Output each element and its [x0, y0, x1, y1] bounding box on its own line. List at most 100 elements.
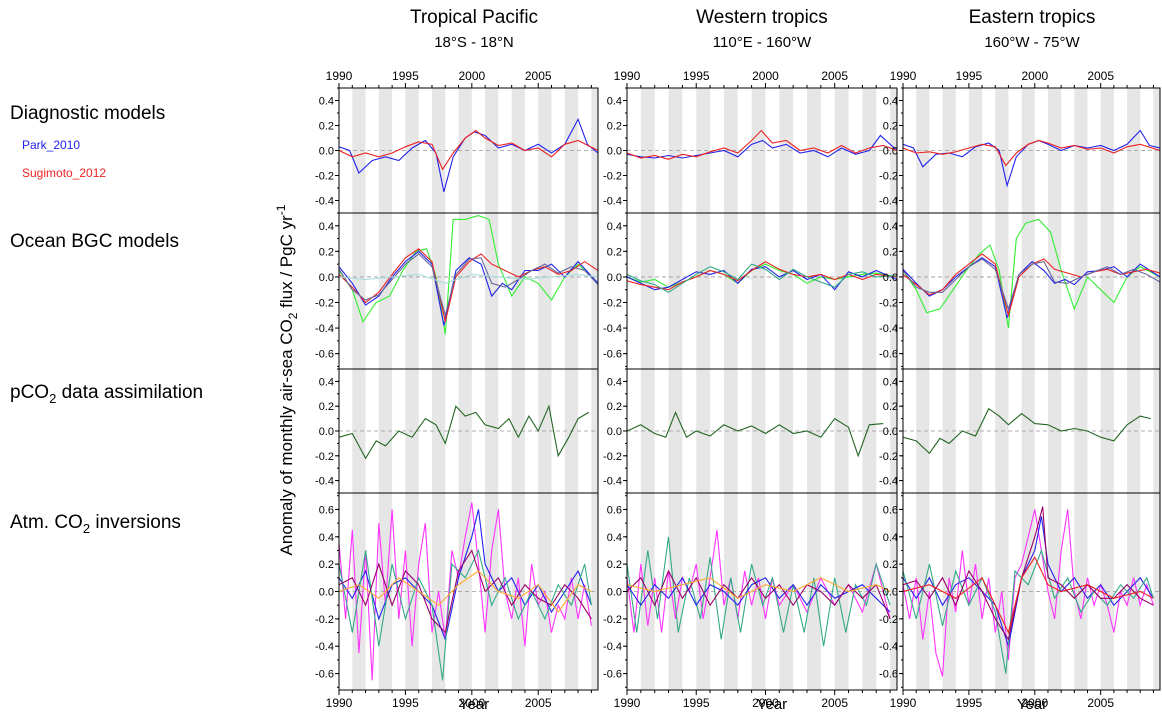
y-tick-label: -0.4 [603, 476, 622, 488]
y-tick-label: 0.4 [607, 96, 622, 108]
y-tick-label: 0.0 [319, 426, 334, 438]
row-label-inversions-main: Atm. CO [10, 512, 83, 533]
year-band [640, 213, 655, 369]
y-axis-label: Anomaly of monthly air-sea CO2 flux / Pg… [274, 204, 300, 555]
y-axis-label-sub: 2 [286, 312, 300, 319]
year-band [807, 369, 821, 493]
series-line-r0-c1-1 [627, 129, 897, 160]
year-band [696, 369, 711, 493]
y-tick-label: 0.4 [319, 376, 334, 388]
legend-park-2010: Park_2010 [22, 138, 81, 152]
y-tick-label: -0.2 [603, 298, 622, 310]
year-band [1127, 369, 1141, 493]
year-band [723, 369, 738, 493]
series-line-r3-c1-1 [627, 536, 891, 647]
year-band [916, 88, 930, 213]
y-tick-label: 0.4 [607, 221, 622, 233]
series-line-r3-c1-2 [627, 576, 891, 613]
row-label-pco2-rest: data assimilation [56, 382, 204, 403]
year-band [751, 213, 766, 369]
year-band [1127, 213, 1141, 369]
year-band [942, 369, 956, 493]
x-axis-label-0: Year [459, 696, 489, 713]
panel-r3-c0: 0.6 0.4 0.2 0.0 -0.2 -0.4 -0.6 1990 1995 2000 2005 [315, 492, 599, 710]
y-tick-label: -0.4 [315, 196, 334, 208]
y-tick-label: -0.4 [315, 641, 334, 653]
x-tick-label-top: 1990 [326, 69, 353, 83]
legend-sugimoto-2012: Sugimoto_2012 [22, 166, 107, 180]
y-tick-label: 0.0 [607, 146, 622, 158]
year-band [485, 88, 499, 213]
year-band [862, 369, 877, 493]
year-band [890, 213, 897, 369]
x-tick-label-bottom: 1995 [956, 696, 983, 710]
y-tick-label: -0.4 [879, 196, 898, 208]
year-band [1021, 88, 1035, 213]
panel-r2-c1: 0.4 0.2 0.0 -0.2 -0.4 [603, 368, 898, 494]
series-line-r0-c0-1 [339, 129, 598, 171]
year-band [751, 369, 766, 493]
year-band [1047, 88, 1062, 213]
year-band [1021, 213, 1035, 369]
y-tick-label: 0.6 [607, 504, 622, 516]
x-tick-label-top: 2005 [1087, 69, 1114, 83]
x-axis-label-2: Year [1017, 696, 1047, 713]
year-band [916, 213, 930, 369]
x-axis-label-1: Year [757, 696, 787, 713]
y-tick-label: 0.2 [319, 246, 334, 258]
year-band [485, 213, 499, 369]
year-band [1047, 213, 1062, 369]
year-band [834, 369, 849, 493]
y-tick-label: 0.2 [607, 559, 622, 571]
series-line-r2-c1-0 [627, 410, 884, 458]
year-band [723, 213, 738, 369]
year-band [511, 369, 525, 493]
y-tick-label: 0.6 [883, 504, 898, 516]
y-tick-label: 0.0 [319, 587, 334, 599]
series-line-r1-c1-2 [627, 260, 897, 291]
series-line-r1-c1-3 [627, 263, 897, 293]
x-tick-label-bottom: 2005 [821, 696, 848, 710]
y-tick-label: 0.2 [883, 121, 898, 133]
series-line-r1-c2-0 [903, 218, 1160, 329]
y-tick-label: -0.2 [879, 171, 898, 183]
series-line-r3-c2-3 [903, 506, 1154, 641]
y-tick-label: 0.4 [883, 376, 898, 388]
y-tick-label: 0.0 [883, 426, 898, 438]
y-tick-label: -0.2 [603, 614, 622, 626]
year-band [352, 369, 366, 493]
y-tick-label: -0.4 [315, 323, 334, 335]
panel-r3-c2: 0.6 0.4 0.2 0.0 -0.2 -0.4 -0.6 1990 1995 2000 2005 [879, 492, 1161, 710]
x-tick-label-bottom: 2000 [1021, 696, 1048, 710]
year-band [1127, 88, 1141, 213]
series-line-r3-c0-0 [339, 502, 592, 681]
series-line-r0-c2-1 [903, 139, 1160, 167]
year-band [640, 369, 655, 493]
year-band [485, 369, 499, 493]
year-band [834, 493, 849, 690]
x-tick-label-bottom: 1995 [392, 696, 419, 710]
y-tick-label: 0.0 [319, 272, 334, 284]
year-band [751, 88, 766, 213]
year-band [942, 213, 956, 369]
y-tick-label: -0.4 [603, 323, 622, 335]
column-subtitle-2: 160°W - 75°W [984, 34, 1080, 51]
y-tick-label: -0.4 [879, 323, 898, 335]
year-band [779, 369, 794, 493]
series-line-r1-c0-3 [339, 253, 598, 318]
panel-r3-c1: 0.6 0.4 0.2 0.0 -0.2 -0.4 -0.6 1990 1995 2000 2005 [603, 492, 898, 710]
year-band [807, 493, 821, 690]
x-tick-label-top: 1995 [683, 69, 710, 83]
y-tick-label: 0.4 [883, 221, 898, 233]
year-band [779, 213, 794, 369]
row-label-ocean-bgc: Ocean BGC models [10, 231, 179, 252]
y-axis-label-sup: -1 [274, 204, 288, 215]
series-line-r0-c1-0 [627, 134, 897, 159]
x-tick-label-top: 2005 [525, 69, 552, 83]
y-tick-label: 0.2 [883, 559, 898, 571]
y-tick-label: 0.2 [607, 246, 622, 258]
x-tick-label-bottom: 1990 [890, 696, 917, 710]
panel-r1-c1: 0.4 0.2 0.0 -0.2 -0.4 -0.6 [603, 212, 898, 370]
year-band [511, 88, 525, 213]
